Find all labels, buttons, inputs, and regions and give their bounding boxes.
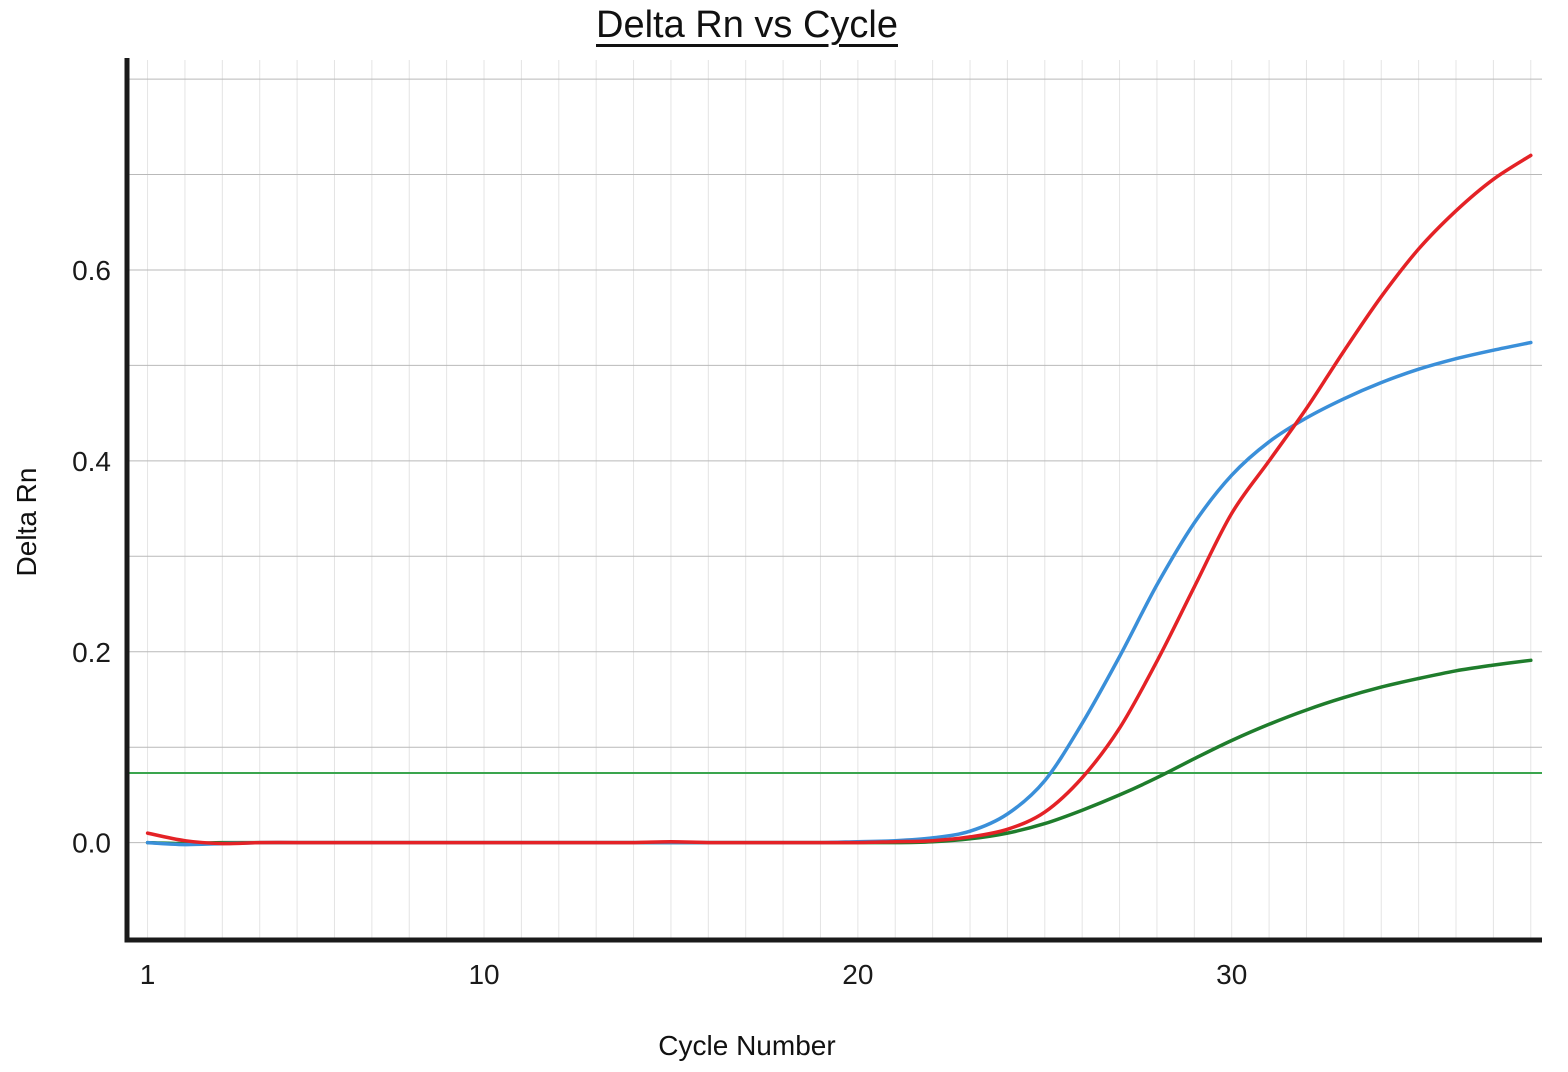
y-tick-label: 0.0 <box>72 828 111 859</box>
chart-title: Delta Rn vs Cycle <box>596 4 898 46</box>
x-axis-label: Cycle Number <box>658 1030 836 1061</box>
series-green-line <box>145 658 1533 846</box>
y-tick-label: 0.2 <box>72 637 111 668</box>
y-tick-label: 0.4 <box>72 446 111 477</box>
series-blue-line <box>145 340 1533 847</box>
x-tick-label: 20 <box>842 959 873 990</box>
series-red-line <box>145 153 1533 846</box>
x-tick-label: 10 <box>468 959 499 990</box>
x-tick-label: 30 <box>1216 959 1247 990</box>
y-tick-label: 0.6 <box>72 255 111 286</box>
x-tick-label: 1 <box>140 959 156 990</box>
